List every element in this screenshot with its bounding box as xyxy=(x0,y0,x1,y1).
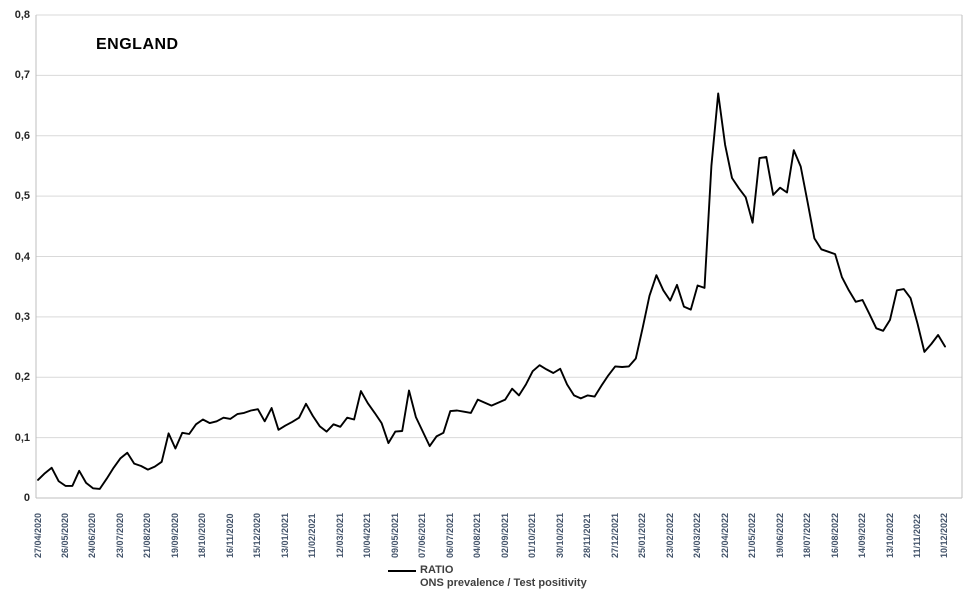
x-axis-label: 26/05/2020 xyxy=(59,512,70,558)
x-axis-label: 24/06/2020 xyxy=(87,512,98,558)
chart-title: ENGLAND xyxy=(96,36,179,53)
legend: RATIO ONS prevalence / Test positivity xyxy=(388,564,587,590)
y-axis-label: 0,3 xyxy=(14,310,30,323)
x-axis-label: 11/11/2022 xyxy=(912,513,922,558)
y-axis-label: 0 xyxy=(23,492,30,504)
y-axis-label: 0,5 xyxy=(14,190,30,203)
x-axis-label: 27/04/2020 xyxy=(32,512,43,558)
legend-entry: RATIO xyxy=(388,564,587,577)
axis-lines xyxy=(35,15,963,498)
x-axis-label: 19/09/2020 xyxy=(169,512,180,558)
x-axis-label: 12/03/2021 xyxy=(334,512,345,558)
x-axis-label: 21/05/2022 xyxy=(747,512,758,558)
series-line-ratio xyxy=(37,92,946,490)
x-axis-label: 06/07/2021 xyxy=(444,512,455,558)
x-axis-label: 19/06/2022 xyxy=(774,512,785,558)
x-axis-label: 23/02/2022 xyxy=(664,512,675,558)
x-axis-label: 23/07/2020 xyxy=(114,512,125,558)
x-axis-label: 04/08/2021 xyxy=(472,512,483,558)
x-axis-label: 30/10/2021 xyxy=(554,512,565,558)
x-axis-label: 18/07/2022 xyxy=(802,512,813,558)
x-axis-label: 10/12/2022 xyxy=(939,512,950,558)
gridlines xyxy=(36,14,962,499)
y-axis-label: 0,1 xyxy=(14,431,30,444)
y-axis-label: 0,7 xyxy=(14,69,30,82)
x-axis-label: 15/12/2020 xyxy=(252,512,263,558)
legend-series-name: RATIO xyxy=(420,564,454,576)
x-axis-label: 14/09/2022 xyxy=(857,512,868,558)
x-axis-label: 02/09/2021 xyxy=(499,512,510,558)
x-axis-label: 25/01/2022 xyxy=(637,512,648,558)
x-axis-label: 11/02/2021 xyxy=(307,513,318,558)
x-axis-label: 01/10/2021 xyxy=(527,512,538,558)
x-axis-label: 18/10/2020 xyxy=(197,512,208,558)
x-axis-label: 22/04/2022 xyxy=(719,512,730,558)
x-axis-label: 10/04/2021 xyxy=(362,512,373,558)
x-axis-label: 24/03/2022 xyxy=(692,512,703,558)
y-axis-label: 0,4 xyxy=(14,250,30,263)
x-axis-label: 07/06/2021 xyxy=(417,512,428,558)
x-axis-label: 28/11/2021 xyxy=(582,513,593,558)
y-axis-label: 0,8 xyxy=(14,9,30,21)
y-axis-label: 0,6 xyxy=(14,129,30,142)
x-axis-label: 27/12/2021 xyxy=(609,512,620,558)
x-axis-label: 16/11/2020 xyxy=(224,513,235,558)
x-axis-label: 13/10/2022 xyxy=(884,512,895,558)
x-axis-label: 21/08/2020 xyxy=(142,512,153,558)
x-axis-label: 16/08/2022 xyxy=(829,512,840,558)
legend-line-swatch xyxy=(388,569,416,572)
x-axis-label: 09/05/2021 xyxy=(389,512,400,558)
legend-series-description: ONS prevalence / Test positivity xyxy=(420,577,587,589)
x-axis-label: 13/01/2021 xyxy=(279,512,290,558)
y-axis-label: 0,2 xyxy=(14,371,30,384)
